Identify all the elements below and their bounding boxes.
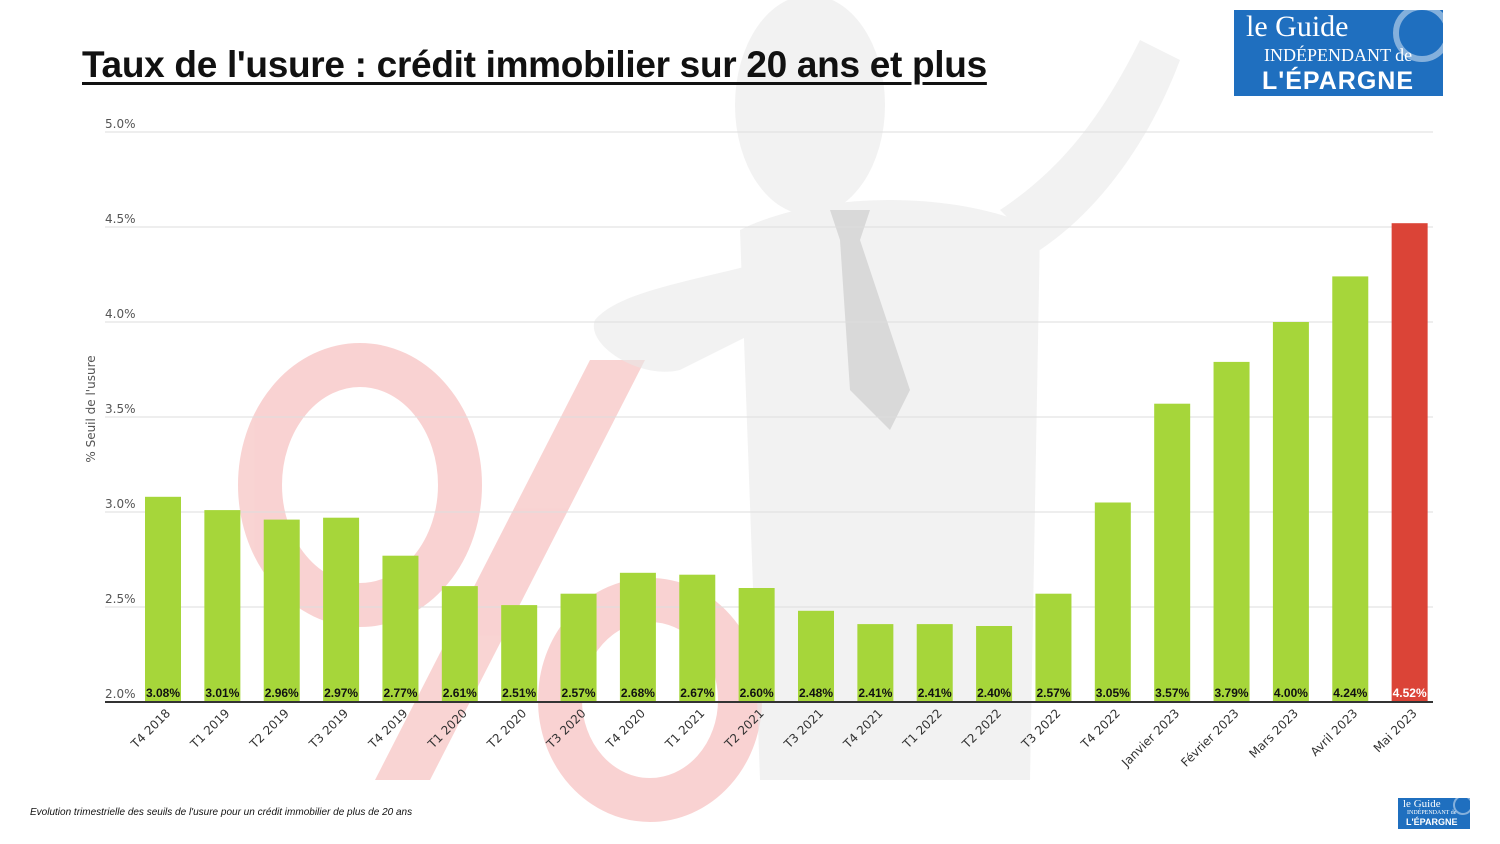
bar [679, 574, 716, 702]
bar [501, 605, 538, 702]
x-tick-label: T1 2019 [187, 706, 232, 751]
bar-value-label: 2.67% [680, 686, 714, 700]
bar-value-label: 2.48% [799, 686, 833, 700]
bar-value-label: 3.57% [1155, 686, 1189, 700]
x-tick-label: Février 2023 [1178, 706, 1241, 769]
logo-line-3: L'ÉPARGNE [1262, 67, 1414, 95]
bar [738, 588, 775, 702]
bar-value-label: 4.24% [1333, 686, 1367, 700]
site-logo: le Guide INDÉPENDANT de L'ÉPARGNE [1234, 10, 1443, 96]
x-tick-label: T3 2020 [543, 706, 588, 751]
x-tick-label: T4 2020 [603, 706, 648, 751]
bar [1094, 502, 1131, 702]
bar-value-label: 2.41% [858, 686, 892, 700]
bar-value-label: 2.40% [977, 686, 1011, 700]
bar-value-label: 3.79% [1215, 686, 1249, 700]
bar-value-label: 2.60% [740, 686, 774, 700]
logo-ring-icon [1453, 798, 1470, 815]
x-tick-label: T3 2019 [306, 706, 351, 751]
x-tick-label: T4 2021 [840, 706, 885, 751]
bar [857, 624, 894, 702]
bar [323, 517, 360, 702]
chart-caption: Evolution trimestrielle des seuils de l'… [30, 807, 413, 818]
bar [798, 610, 834, 702]
logo-line-2: INDÉPENDANT de [1407, 810, 1457, 816]
y-tick-label: 3.0% [105, 497, 136, 511]
x-tick-label: Janvier 2023 [1118, 706, 1182, 770]
y-axis-label: % Seuil de l'usure [84, 355, 98, 462]
bar-value-label: 2.41% [918, 686, 952, 700]
x-tick-label: T1 2021 [662, 706, 707, 751]
bar-value-label: 2.77% [383, 686, 417, 700]
bar [145, 496, 181, 702]
bar [382, 555, 419, 702]
bar-value-label: 2.96% [265, 686, 299, 700]
logo-line-3: L'ÉPARGNE [1406, 817, 1458, 827]
bar [619, 572, 656, 702]
x-tick-label: T2 2019 [246, 706, 291, 751]
bar-value-label: 4.00% [1274, 686, 1308, 700]
bar [1332, 276, 1369, 702]
bar [441, 586, 478, 702]
bar-value-label: 2.51% [502, 686, 536, 700]
page-title: Taux de l'usure : crédit immobilier sur … [82, 44, 987, 85]
bar [1391, 223, 1428, 702]
bar [976, 626, 1013, 702]
bar [1213, 361, 1250, 702]
bar [263, 519, 300, 702]
logo-line-1: le Guide [1246, 10, 1349, 43]
x-tick-label: Mai 2023 [1371, 706, 1420, 755]
x-tick-label: T4 2022 [1077, 706, 1122, 751]
bar [204, 510, 241, 702]
y-tick-label: 3.5% [105, 402, 136, 416]
bar-value-label: 2.57% [562, 686, 596, 700]
x-tick-label: T2 2022 [959, 706, 1004, 751]
x-tick-label: T2 2020 [484, 706, 529, 751]
bar-value-label: 2.68% [621, 686, 655, 700]
bar [1154, 403, 1191, 702]
y-tick-label: 2.5% [105, 592, 136, 606]
x-tick-label: T3 2022 [1018, 706, 1063, 751]
bar-value-label: 3.01% [205, 686, 239, 700]
logo-ring-icon [1393, 10, 1443, 62]
x-tick-label: T2 2021 [721, 706, 766, 751]
footer-logo: le Guide INDÉPENDANT de L'ÉPARGNE [1398, 798, 1470, 829]
x-tick-label: T4 2019 [365, 706, 410, 751]
x-tick-label: T1 2020 [424, 706, 469, 751]
x-tick-label: Avril 2023 [1308, 706, 1361, 759]
x-tick-label: T3 2021 [781, 706, 826, 751]
y-tick-label: 2.0% [105, 687, 136, 701]
x-tick-label: T1 2022 [899, 706, 944, 751]
x-tick-label: T4 2018 [128, 706, 173, 751]
bar-value-label: 2.61% [443, 686, 477, 700]
bar-value-label: 4.52% [1393, 686, 1427, 700]
bar [560, 593, 597, 702]
bar-value-label: 3.05% [1096, 686, 1130, 700]
y-tick-label: 4.5% [105, 212, 136, 226]
bar-value-label: 2.57% [1036, 686, 1070, 700]
bar [1272, 322, 1309, 702]
y-tick-label: 4.0% [105, 307, 136, 321]
bar [1035, 593, 1072, 702]
y-tick-label: 5.0% [105, 117, 136, 131]
bar-value-label: 3.08% [146, 686, 180, 700]
bar [916, 624, 953, 702]
bar-value-label: 2.97% [324, 686, 358, 700]
logo-line-1: le Guide [1403, 798, 1441, 810]
x-tick-label: Mars 2023 [1246, 706, 1301, 761]
logo-line-2: INDÉPENDANT de [1264, 45, 1413, 65]
